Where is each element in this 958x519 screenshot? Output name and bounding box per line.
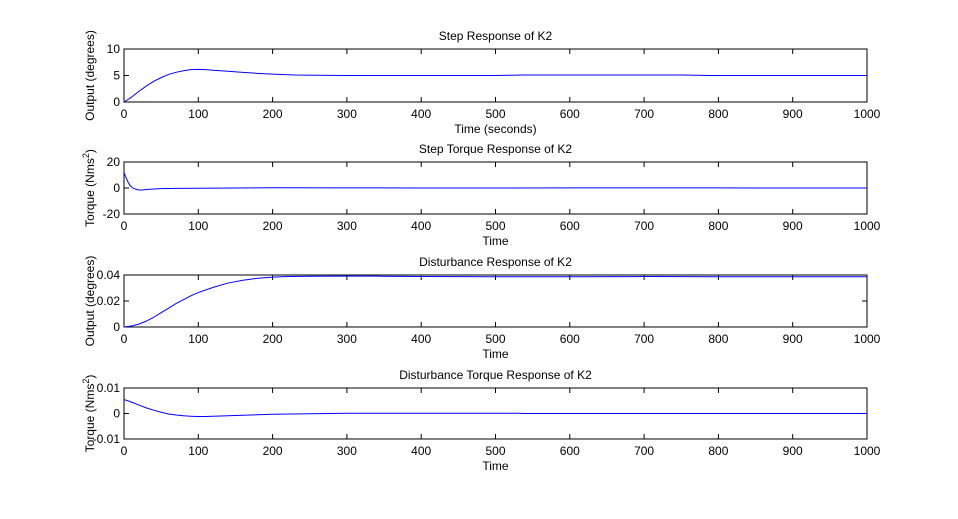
y-tick-label: 0	[113, 407, 120, 421]
y-tick-label: 0.02	[97, 294, 121, 308]
y-axis-label-text: Output (degrees)	[83, 30, 97, 121]
series-line	[123, 68, 867, 103]
subplot-1: 0 100 200 300 400 500 600 700 800 900 1000 0 5 10 Step…	[83, 29, 881, 136]
x-tick-label: 1000	[854, 219, 881, 233]
x-tick-label: 800	[708, 332, 728, 346]
x-tick-label: 500	[485, 332, 505, 346]
y-axis-label-text: Torque (Nms	[83, 158, 97, 227]
x-tick-label: 200	[263, 107, 283, 121]
x-tick-label: 900	[783, 332, 803, 346]
y-tick-label: 0.04	[97, 268, 121, 282]
y-axis-label: Output (degrees)	[83, 256, 97, 347]
y-axis-label-tail: )	[83, 375, 97, 379]
x-tick-label: 500	[485, 444, 505, 458]
x-tick-label: 500	[485, 107, 505, 121]
x-tick-label: 900	[783, 107, 803, 121]
x-tick-label: 300	[337, 107, 357, 121]
x-axis-label: Time (seconds)	[454, 122, 536, 136]
x-tick-label: 800	[708, 107, 728, 121]
x-tick-label: 400	[411, 219, 431, 233]
x-tick-label: 600	[560, 332, 580, 346]
y-axis-label-superscript: 2	[81, 153, 91, 158]
x-tick-label: 200	[263, 219, 283, 233]
subplot-4: 0 100 200 300 400 500 600 700 800 900 1000-0.0100.…	[81, 368, 881, 473]
y-tick-label: -20	[103, 207, 121, 221]
x-tick-label: 600	[560, 444, 580, 458]
x-axis-label: Time	[482, 347, 509, 361]
y-axis-label-text: Output (degrees)	[83, 256, 97, 347]
y-tick-label: 0	[113, 181, 120, 195]
x-tick-label: 100	[188, 107, 208, 121]
plot-title: Step Response of K2	[439, 29, 553, 43]
plot-title: Disturbance Torque Response of K2	[399, 368, 592, 382]
y-tick-label: 0.01	[97, 381, 121, 395]
plot-area	[123, 274, 868, 328]
plot-title: Disturbance Response of K2	[419, 255, 572, 269]
x-axis-label: Time	[482, 459, 509, 473]
x-tick-label: 0	[121, 219, 128, 233]
x-tick-label: 900	[783, 219, 803, 233]
y-axis-label-text: Torque (Nms	[83, 384, 97, 453]
y-axis-label-superscript: 2	[81, 379, 91, 384]
x-tick-label: 200	[263, 444, 283, 458]
x-tick-label: 400	[411, 332, 431, 346]
x-tick-label: 1000	[854, 332, 881, 346]
x-tick-label: 800	[708, 444, 728, 458]
x-tick-label: 100	[188, 332, 208, 346]
subplot-3: 0 100 200 300 400 500 600 700 800 900 1000 0 0.02 0.0…	[83, 255, 881, 361]
y-tick-label: 5	[113, 69, 120, 83]
x-tick-label: 700	[634, 444, 654, 458]
y-tick-label: -0.01	[93, 432, 121, 446]
y-tick-label: 10	[107, 42, 121, 56]
x-tick-label: 300	[337, 332, 357, 346]
x-tick-label: 700	[634, 332, 654, 346]
plot-title: Step Torque Response of K2	[419, 142, 573, 156]
x-tick-label: 900	[783, 444, 803, 458]
y-tick-label: 0	[113, 95, 120, 109]
x-tick-label: 400	[411, 107, 431, 121]
x-tick-label: 200	[263, 332, 283, 346]
y-tick-label: 20	[107, 155, 121, 169]
x-tick-label: 300	[337, 444, 357, 458]
x-tick-label: 400	[411, 444, 431, 458]
x-tick-label: 1000	[854, 444, 881, 458]
x-tick-label: 500	[485, 219, 505, 233]
x-tick-label: 300	[337, 219, 357, 233]
x-tick-label: 0	[121, 444, 128, 458]
y-axis-label: Output (degrees)	[83, 30, 97, 121]
subplot-2: 0 100 200 300 400 500 600 700 800 900 1000-20020St…	[81, 142, 881, 248]
y-axis-label-tail: )	[83, 149, 97, 153]
x-tick-label: 800	[708, 219, 728, 233]
x-tick-label: 700	[634, 219, 654, 233]
x-tick-label: 700	[634, 107, 654, 121]
y-axis-label: Torque (Nms2)	[81, 149, 97, 227]
x-tick-label: 0	[121, 332, 128, 346]
x-tick-label: 100	[188, 219, 208, 233]
x-tick-label: 600	[560, 107, 580, 121]
x-axis-label: Time	[482, 234, 509, 248]
x-tick-label: 1000	[854, 107, 881, 121]
y-tick-label: 0	[113, 320, 120, 334]
x-tick-label: 0	[121, 107, 128, 121]
series-line	[123, 399, 867, 418]
x-tick-label: 100	[188, 444, 208, 458]
x-tick-label: 600	[560, 219, 580, 233]
y-axis-label: Torque (Nms2)	[81, 375, 97, 453]
series-line	[123, 172, 867, 191]
series-line	[123, 275, 867, 328]
